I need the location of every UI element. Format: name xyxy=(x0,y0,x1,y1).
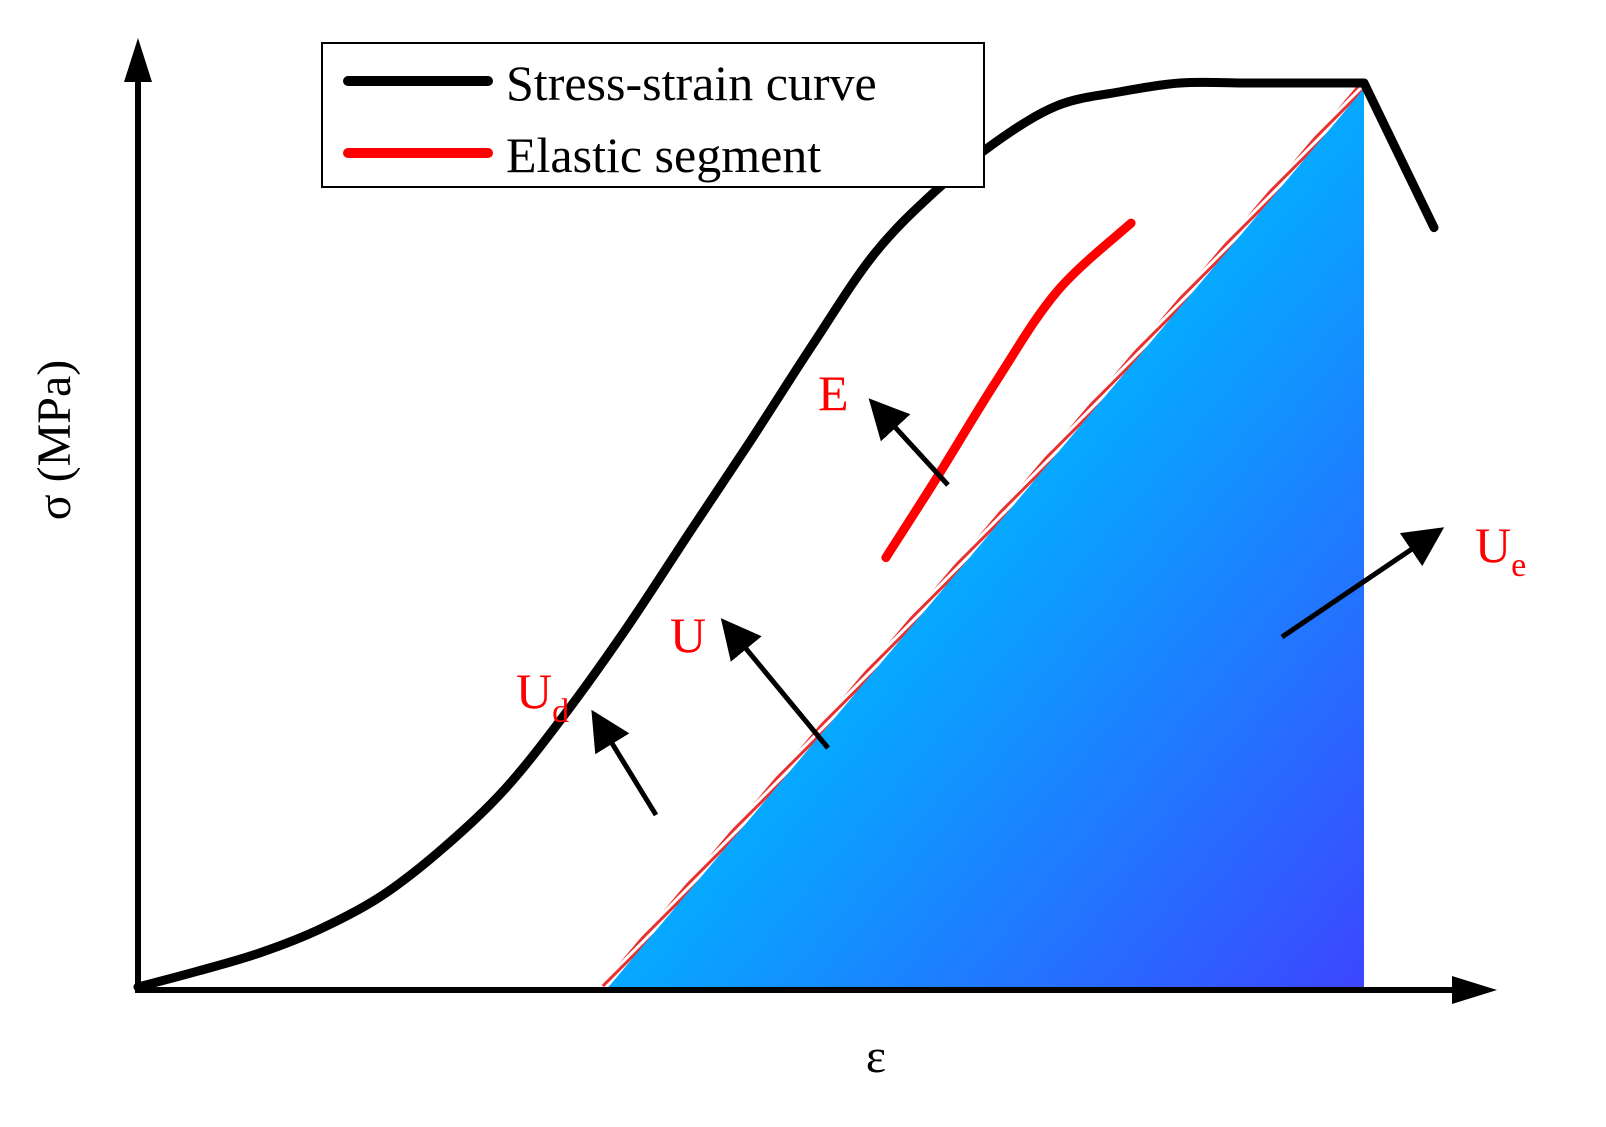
y-axis-arrow-icon xyxy=(124,38,152,82)
annotation-arrows xyxy=(591,398,1445,817)
annotation-label-ud: Ud xyxy=(516,663,569,730)
annotation-label-ue: Ue xyxy=(1475,517,1526,584)
annotation-label-e: E xyxy=(818,365,849,421)
axes xyxy=(124,38,1497,1004)
e-arrow xyxy=(868,398,950,487)
ud-main: U xyxy=(516,663,552,719)
y-axis-label: σ (MPa) xyxy=(28,360,81,521)
ud-sub: d xyxy=(552,693,569,730)
ue-main: U xyxy=(1475,517,1511,573)
ud-arrow xyxy=(591,709,659,817)
elastic-segment xyxy=(881,218,1136,563)
x-axis-label: ε xyxy=(866,1030,886,1083)
u-arrow xyxy=(720,618,830,750)
annotation-label-u: U xyxy=(670,607,706,663)
x-axis-arrow-icon xyxy=(1452,976,1497,1004)
ue-arrow xyxy=(1280,527,1445,640)
legend-label-stress-strain: Stress-strain curve xyxy=(506,55,877,111)
ue-sub: e xyxy=(1511,547,1526,584)
stress-strain-curve xyxy=(133,77,1439,992)
legend-label-elastic: Elastic segment xyxy=(506,127,821,183)
legend-box xyxy=(321,42,985,188)
unloading-line xyxy=(601,80,1367,990)
legend: Stress-strain curve Elastic segment xyxy=(321,42,985,188)
